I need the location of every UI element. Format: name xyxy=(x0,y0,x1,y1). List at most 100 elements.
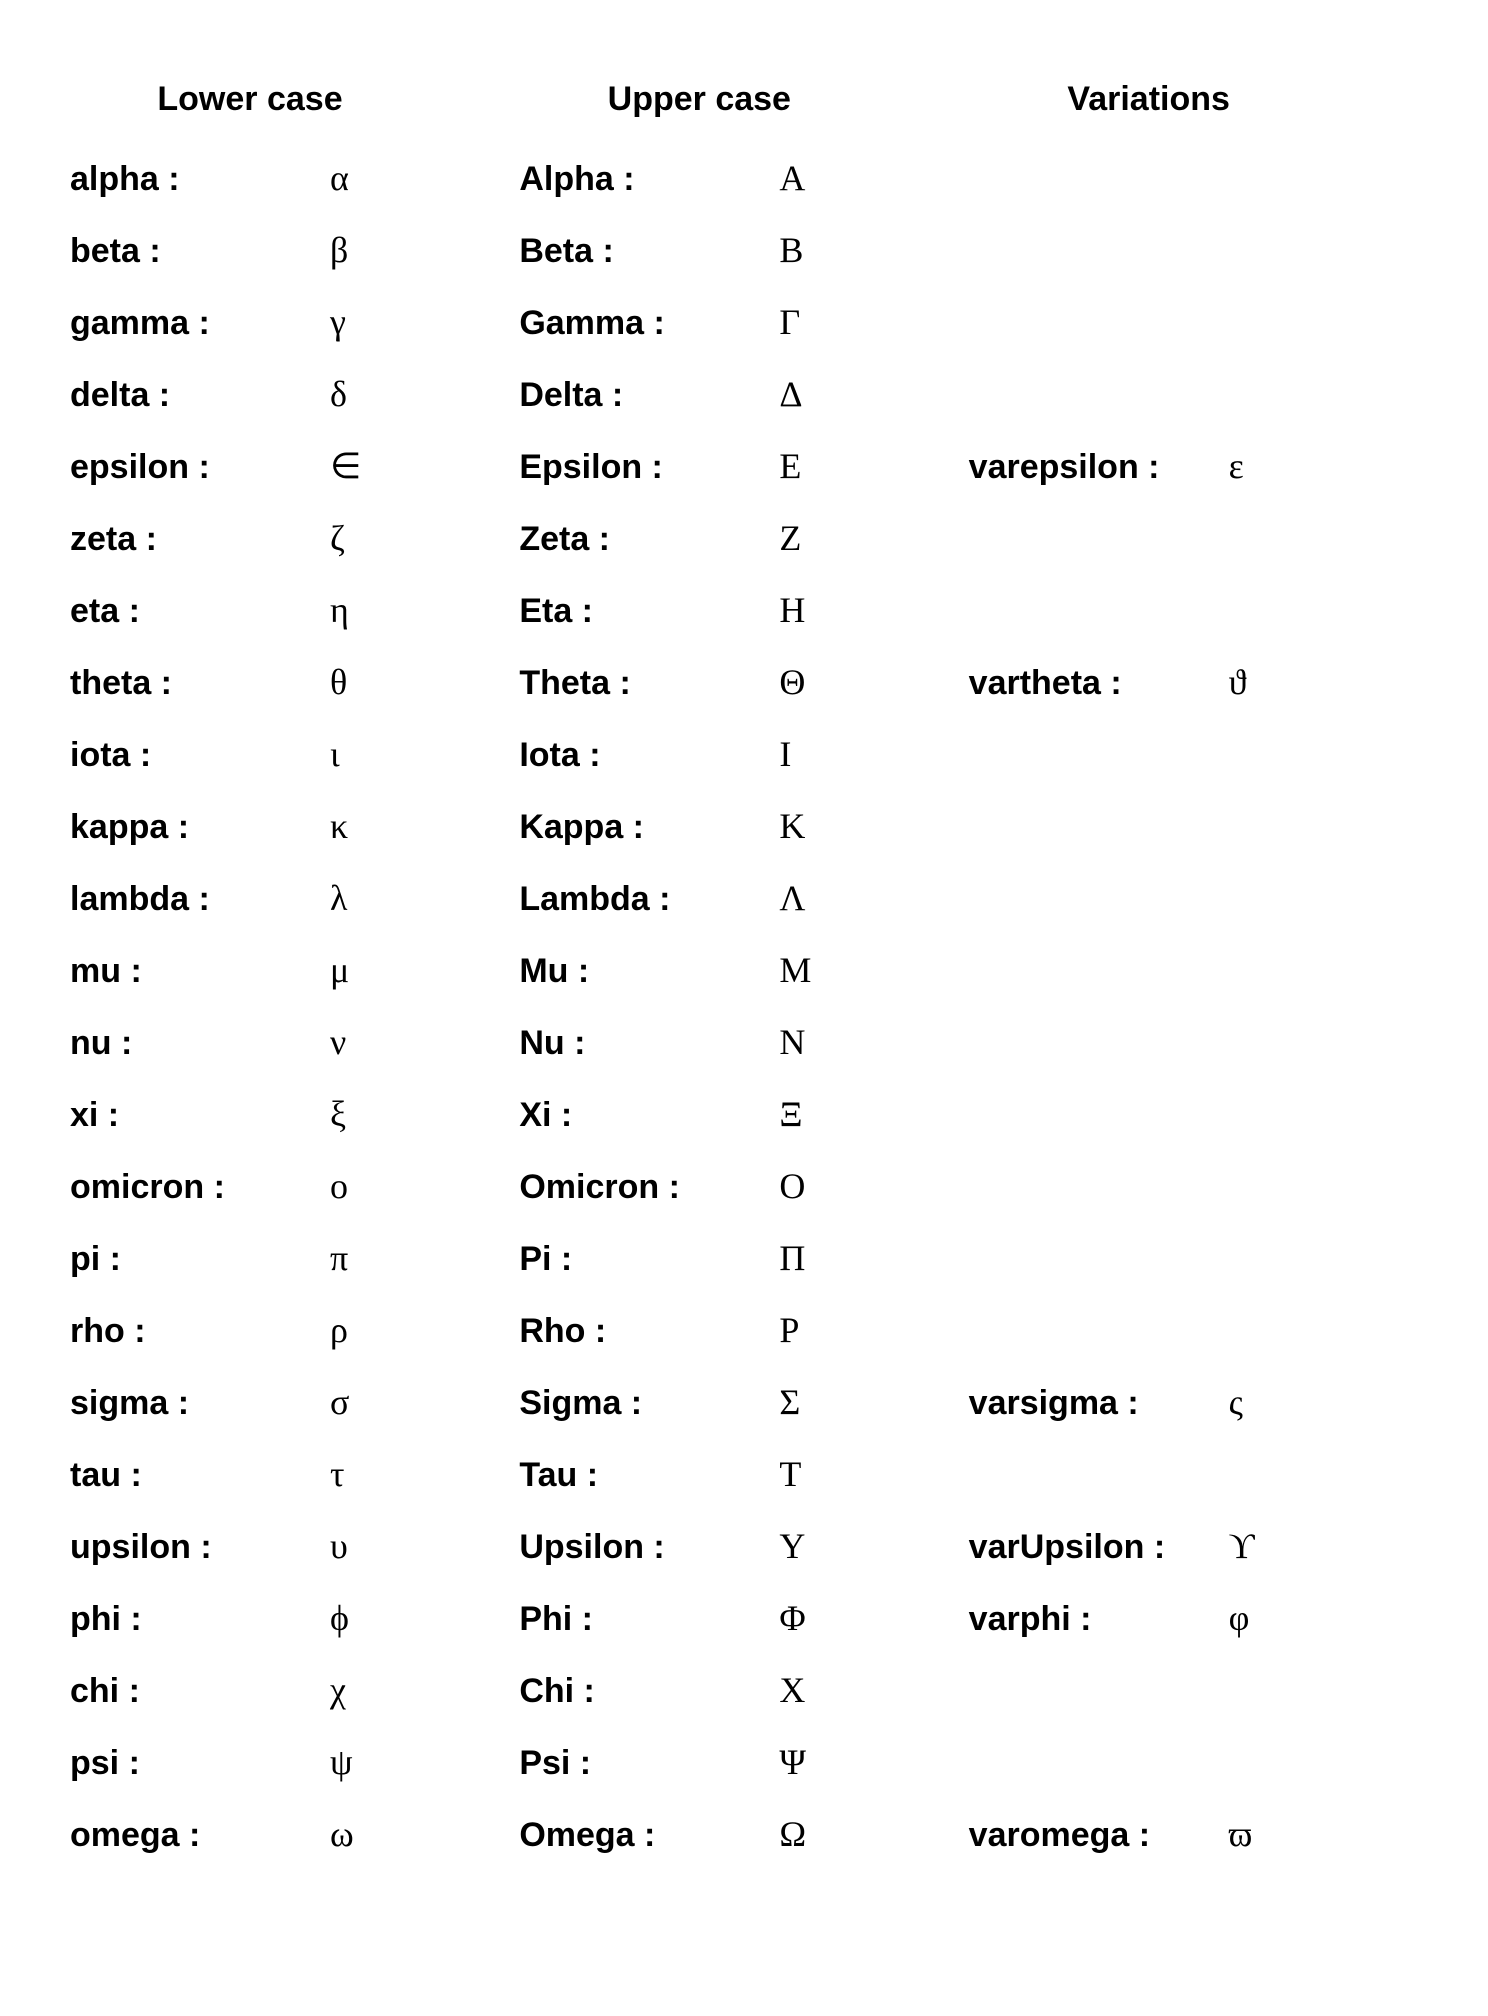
uppercase-symbol: Ν xyxy=(779,1021,879,1063)
uppercase-symbol: Λ xyxy=(779,877,879,919)
table-row: psi :ψ xyxy=(70,1741,519,1813)
uppercase-label: Mu : xyxy=(519,952,779,991)
uppercase-symbol: Α xyxy=(779,157,879,199)
table-row: iota :ι xyxy=(70,733,519,805)
table-row: omicron :ο xyxy=(70,1165,519,1237)
lowercase-symbol: θ xyxy=(330,661,430,703)
lowercase-label: theta : xyxy=(70,664,330,703)
table-row: eta :η xyxy=(70,589,519,661)
greek-letters-table: Lower case alpha :αbeta :βgamma :γdelta … xyxy=(0,0,1488,1985)
uppercase-symbol: Η xyxy=(779,589,879,631)
lowercase-label: omega : xyxy=(70,1816,330,1855)
uppercase-symbol: Φ xyxy=(779,1597,879,1639)
lowercase-symbol: ξ xyxy=(330,1093,430,1135)
lowercase-label: gamma : xyxy=(70,304,330,343)
uppercase-symbol: Ω xyxy=(779,1813,879,1855)
lowercase-label: omicron : xyxy=(70,1168,330,1207)
variation-symbol: ϖ xyxy=(1229,1813,1329,1855)
uppercase-symbol: Ε xyxy=(779,445,879,487)
lowercase-symbol: α xyxy=(330,157,430,199)
table-row: kappa :κ xyxy=(70,805,519,877)
variations-header: Variations xyxy=(969,80,1329,119)
table-row xyxy=(969,301,1418,373)
table-row xyxy=(969,877,1418,949)
lowercase-symbol: υ xyxy=(330,1525,430,1567)
uppercase-label: Upsilon : xyxy=(519,1528,779,1567)
uppercase-label: Delta : xyxy=(519,376,779,415)
uppercase-symbol: Κ xyxy=(779,805,879,847)
table-row: Iota :Ι xyxy=(519,733,968,805)
lowercase-label: epsilon : xyxy=(70,448,330,487)
lowercase-label: sigma : xyxy=(70,1384,330,1423)
table-row: beta :β xyxy=(70,229,519,301)
uppercase-label: Zeta : xyxy=(519,520,779,559)
uppercase-symbol: Ζ xyxy=(779,517,879,559)
lowercase-label: chi : xyxy=(70,1672,330,1711)
uppercase-header: Upper case xyxy=(519,80,879,119)
table-row: varepsilon :ε xyxy=(969,445,1418,517)
lowercase-symbol: ψ xyxy=(330,1741,430,1783)
table-row xyxy=(969,589,1418,661)
lowercase-label: zeta : xyxy=(70,520,330,559)
table-row: alpha :α xyxy=(70,157,519,229)
uppercase-label: Sigma : xyxy=(519,1384,779,1423)
table-row: theta :θ xyxy=(70,661,519,733)
uppercase-symbol: Ρ xyxy=(779,1309,879,1351)
uppercase-label: Omega : xyxy=(519,1816,779,1855)
table-row xyxy=(969,1165,1418,1237)
lowercase-symbol: δ xyxy=(330,373,430,415)
table-row: phi :ϕ xyxy=(70,1597,519,1669)
table-row: xi :ξ xyxy=(70,1093,519,1165)
variation-symbol: φ xyxy=(1229,1597,1329,1639)
lowercase-label: rho : xyxy=(70,1312,330,1351)
table-row xyxy=(969,157,1418,229)
table-row: Beta :Β xyxy=(519,229,968,301)
table-row: Nu :Ν xyxy=(519,1021,968,1093)
uppercase-label: Eta : xyxy=(519,592,779,631)
table-row: chi :χ xyxy=(70,1669,519,1741)
uppercase-symbol: Θ xyxy=(779,661,879,703)
table-row: upsilon :υ xyxy=(70,1525,519,1597)
variation-symbol: ϑ xyxy=(1229,661,1329,703)
lowercase-header: Lower case xyxy=(70,80,430,119)
lowercase-symbol: π xyxy=(330,1237,430,1279)
lowercase-symbol: ι xyxy=(330,733,430,775)
variation-label: varomega : xyxy=(969,1816,1229,1855)
table-row: zeta :ζ xyxy=(70,517,519,589)
lowercase-symbol: χ xyxy=(330,1669,430,1711)
table-row: Sigma :Σ xyxy=(519,1381,968,1453)
table-row: Kappa :Κ xyxy=(519,805,968,877)
lowercase-symbol: τ xyxy=(330,1453,430,1495)
uppercase-label: Pi : xyxy=(519,1240,779,1279)
table-row: Upsilon :Υ xyxy=(519,1525,968,1597)
lowercase-symbol: ω xyxy=(330,1813,430,1855)
table-row: Alpha :Α xyxy=(519,157,968,229)
table-row: Omega :Ω xyxy=(519,1813,968,1885)
table-row: Delta :Δ xyxy=(519,373,968,445)
uppercase-label: Tau : xyxy=(519,1456,779,1495)
table-row: Lambda :Λ xyxy=(519,877,968,949)
table-row xyxy=(969,1453,1418,1525)
table-row: sigma :σ xyxy=(70,1381,519,1453)
table-row xyxy=(969,1093,1418,1165)
lowercase-label: pi : xyxy=(70,1240,330,1279)
lowercase-label: iota : xyxy=(70,736,330,775)
lowercase-symbol: μ xyxy=(330,949,430,991)
table-row xyxy=(969,949,1418,1021)
table-row: Omicron :Ο xyxy=(519,1165,968,1237)
variation-label: varUpsilon : xyxy=(969,1528,1229,1567)
uppercase-symbol: Χ xyxy=(779,1669,879,1711)
uppercase-label: Xi : xyxy=(519,1096,779,1135)
table-row: varUpsilon :ϒ xyxy=(969,1525,1418,1597)
lowercase-label: eta : xyxy=(70,592,330,631)
table-row: Tau :Τ xyxy=(519,1453,968,1525)
table-row: mu :μ xyxy=(70,949,519,1021)
table-row: Mu :Μ xyxy=(519,949,968,1021)
lowercase-symbol: ρ xyxy=(330,1309,430,1351)
uppercase-label: Chi : xyxy=(519,1672,779,1711)
table-row: epsilon :∈ xyxy=(70,445,519,517)
uppercase-symbol: Ο xyxy=(779,1165,879,1207)
uppercase-label: Theta : xyxy=(519,664,779,703)
uppercase-label: Beta : xyxy=(519,232,779,271)
table-row: varomega :ϖ xyxy=(969,1813,1418,1885)
